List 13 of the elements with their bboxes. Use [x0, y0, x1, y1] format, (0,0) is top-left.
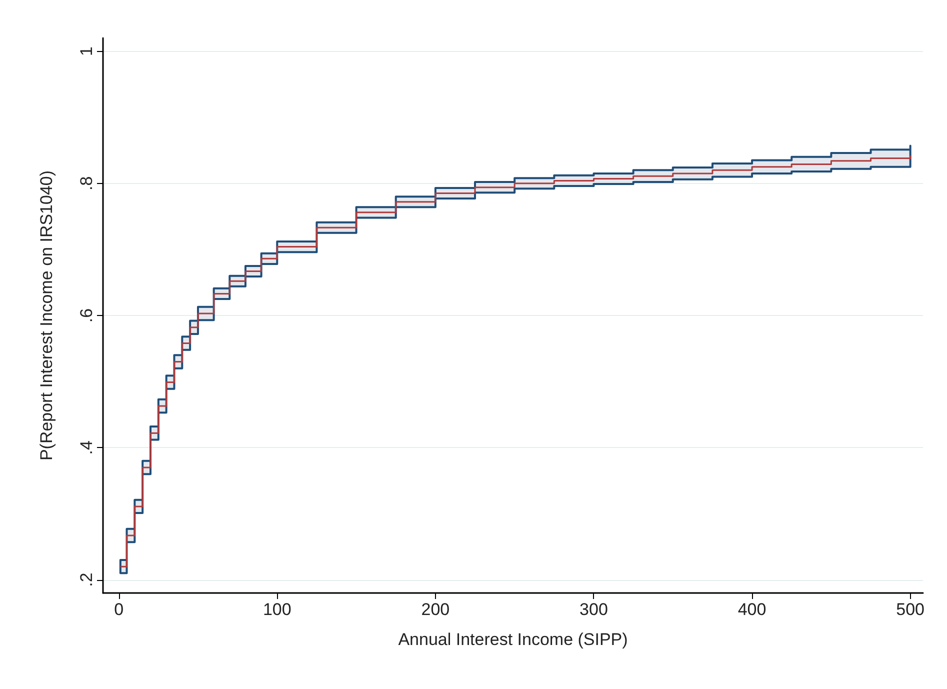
y-tick-label: .6 — [77, 308, 96, 323]
x-tick-label: 400 — [738, 600, 766, 619]
x-axis-title: Annual Interest Income (SIPP) — [398, 630, 628, 649]
x-tick-label: 100 — [262, 600, 292, 619]
y-tick-label: .8 — [77, 176, 96, 190]
y-tick-label: 1 — [77, 46, 96, 56]
x-tick-label: 300 — [580, 600, 608, 619]
y-tick-label: .2 — [77, 572, 96, 587]
y-axis-title: P(Report Interest Income on IRS1040) — [37, 170, 56, 461]
x-tick-label: 0 — [114, 600, 124, 619]
y-tick-label: .4 — [77, 440, 96, 455]
x-tick-label: 200 — [421, 600, 450, 619]
x-tick-label: 500 — [896, 600, 925, 619]
